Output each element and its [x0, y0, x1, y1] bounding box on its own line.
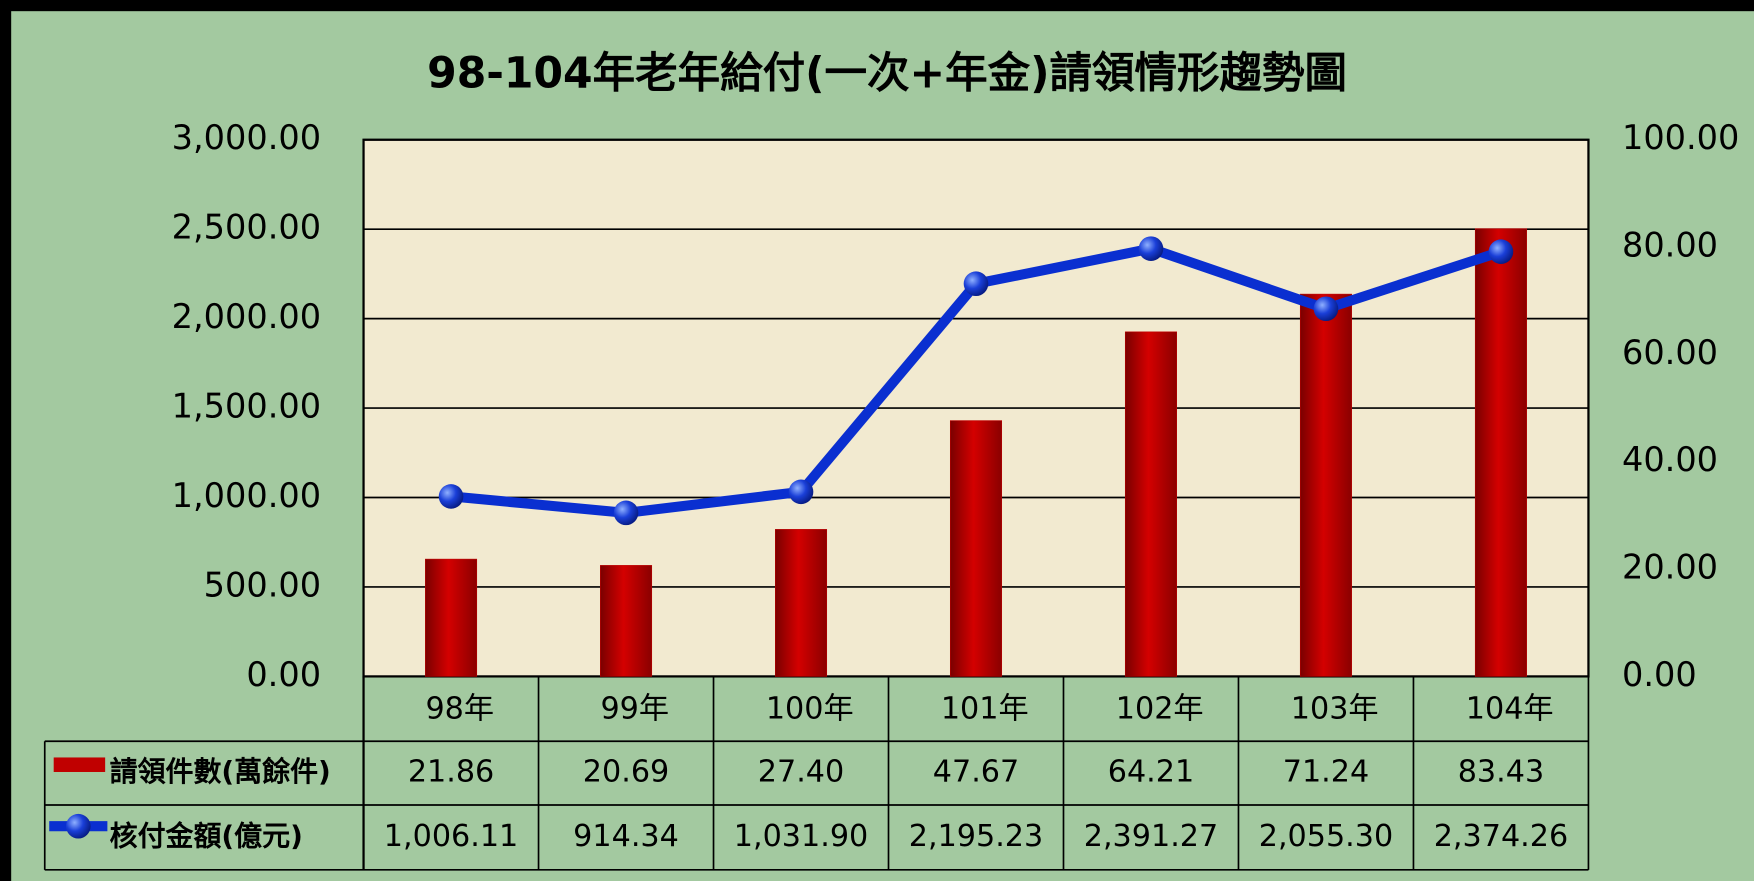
bar: [600, 565, 653, 677]
y-tick-label: 2,500.00: [172, 208, 321, 247]
table-value: 83.43: [1458, 755, 1544, 790]
y-tick-label: 3,000.00: [172, 118, 321, 157]
y-tick-label: 0.00: [246, 655, 321, 694]
x-tick-label: 103年: [1291, 691, 1379, 726]
bar: [1474, 228, 1527, 677]
table-value: 71.24: [1283, 755, 1369, 790]
table-value: 2,055.30: [1259, 819, 1393, 854]
x-tick-label: 101年: [941, 691, 1029, 726]
legend-swatch: [65, 813, 91, 839]
x-tick-label: 102年: [1116, 691, 1204, 726]
table-value: 1,031.90: [734, 819, 868, 854]
bar: [1299, 293, 1352, 677]
x-tick-label: 99年: [600, 691, 669, 726]
y-tick-label: 2,000.00: [172, 297, 321, 336]
marker: [1488, 239, 1514, 264]
bar: [425, 558, 478, 677]
y2-tick-label: 20.00: [1622, 548, 1718, 587]
x-tick-label: 100年: [766, 691, 854, 726]
bar: [775, 529, 828, 677]
table-value: 1,006.11: [384, 819, 518, 854]
marker: [788, 479, 814, 505]
y2-tick-label: 0.00: [1622, 655, 1697, 694]
table-value: 64.21: [1108, 755, 1194, 790]
marker: [438, 484, 464, 509]
y2-tick-label: 40.00: [1622, 440, 1718, 479]
chart-title: 98-104年老年給付(一次+年金)請領情形趨勢圖: [427, 50, 1347, 99]
table-value: 21.86: [408, 755, 494, 790]
table-value: 47.67: [933, 755, 1019, 790]
x-tick-label: 104年: [1466, 691, 1554, 726]
table-value: 20.69: [583, 755, 669, 790]
bar: [1124, 331, 1177, 677]
y-tick-label: 1,000.00: [172, 476, 321, 515]
table-value: 2,374.26: [1434, 819, 1568, 854]
table-value: 2,391.27: [1084, 819, 1218, 854]
table-value: 27.40: [758, 755, 844, 790]
marker: [963, 271, 989, 297]
bar: [949, 420, 1003, 677]
legend-swatch: [53, 757, 106, 772]
legend-label: 核付金額(億元): [110, 819, 303, 852]
marker: [1313, 296, 1339, 322]
legend-label: 請領件數(萬餘件): [110, 755, 331, 788]
marker: [613, 500, 639, 526]
y2-tick-label: 100.00: [1622, 118, 1739, 157]
y-tick-label: 500.00: [204, 565, 321, 604]
y-tick-label: 1,500.00: [172, 387, 321, 426]
x-tick-label: 98年: [425, 691, 494, 726]
marker: [1138, 236, 1164, 261]
y2-tick-label: 60.00: [1622, 333, 1718, 372]
table-value: 914.34: [573, 819, 679, 854]
y2-tick-label: 80.00: [1622, 226, 1718, 265]
table-value: 2,195.23: [909, 819, 1043, 854]
